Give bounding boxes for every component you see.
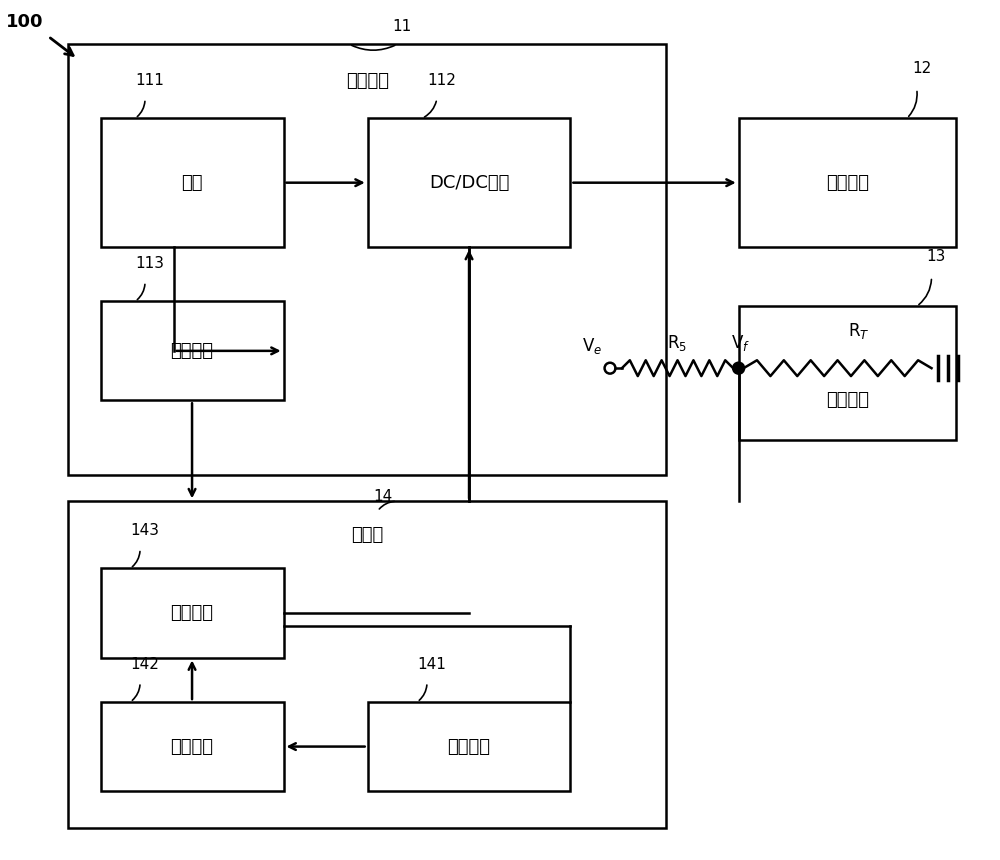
Text: 11: 11 <box>393 19 412 34</box>
Text: R$_5$: R$_5$ <box>667 334 688 353</box>
Text: 12: 12 <box>912 61 931 77</box>
Bar <box>68 44 666 475</box>
Circle shape <box>734 364 743 372</box>
Bar <box>739 306 956 440</box>
Bar <box>101 119 284 247</box>
Text: 111: 111 <box>136 73 164 89</box>
Text: DC/DC电源: DC/DC电源 <box>429 174 509 192</box>
Text: 14: 14 <box>373 488 392 504</box>
Bar <box>368 702 570 791</box>
Bar <box>101 568 284 658</box>
Text: 13: 13 <box>927 249 946 264</box>
Text: 142: 142 <box>131 657 159 672</box>
Text: 发热元件: 发热元件 <box>826 174 869 192</box>
Text: 143: 143 <box>131 524 160 538</box>
Bar <box>68 501 666 827</box>
Bar <box>101 301 284 400</box>
Text: 141: 141 <box>418 657 446 672</box>
Text: V$_f$: V$_f$ <box>731 334 750 353</box>
Text: V$_e$: V$_e$ <box>582 336 602 356</box>
Text: 113: 113 <box>136 256 165 271</box>
Text: 100: 100 <box>6 14 43 32</box>
Text: 运算单元: 运算单元 <box>171 738 214 756</box>
Text: 供电装置: 供电装置 <box>346 72 389 90</box>
Bar <box>368 119 570 247</box>
Text: 控制器: 控制器 <box>351 526 383 544</box>
Bar <box>101 702 284 791</box>
Text: 电池: 电池 <box>181 174 203 192</box>
Text: 检测单元: 检测单元 <box>448 738 491 756</box>
Text: 稳压电路: 稳压电路 <box>171 342 214 359</box>
Text: R$_T$: R$_T$ <box>848 321 869 341</box>
Text: 112: 112 <box>427 73 456 89</box>
Bar <box>739 119 956 247</box>
Text: 控制单元: 控制单元 <box>171 604 214 622</box>
Text: 感温元件: 感温元件 <box>826 390 869 408</box>
